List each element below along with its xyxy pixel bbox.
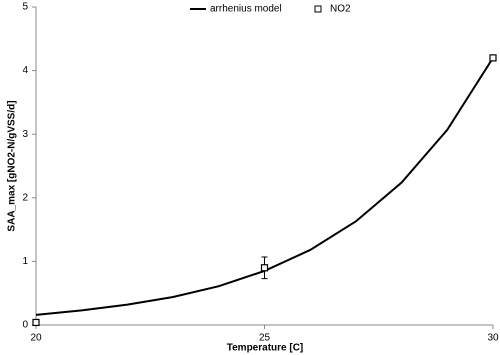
x-tick-label: 25: [259, 333, 271, 344]
legend-swatch: [314, 5, 322, 13]
y-tick-label: 4: [22, 65, 28, 76]
y-tick-label: 3: [22, 129, 28, 140]
y-tick-label: 5: [22, 2, 28, 13]
marker: [32, 318, 40, 327]
marker: [489, 54, 497, 62]
y-tick-label: 1: [22, 256, 28, 267]
x-axis-label: Temperature [C]: [227, 343, 304, 354]
legend-label: NO2: [330, 4, 351, 15]
marker: [260, 264, 269, 272]
y-axis-label: SAA_max [gNO2-N/gVSS/d]: [7, 100, 18, 231]
y-tick-label: 0: [22, 320, 28, 331]
legend-label: arrhenius model: [210, 4, 282, 15]
x-tick-label: 30: [487, 333, 499, 344]
y-tick-label: 2: [22, 192, 28, 203]
x-tick-label: 20: [30, 333, 42, 344]
